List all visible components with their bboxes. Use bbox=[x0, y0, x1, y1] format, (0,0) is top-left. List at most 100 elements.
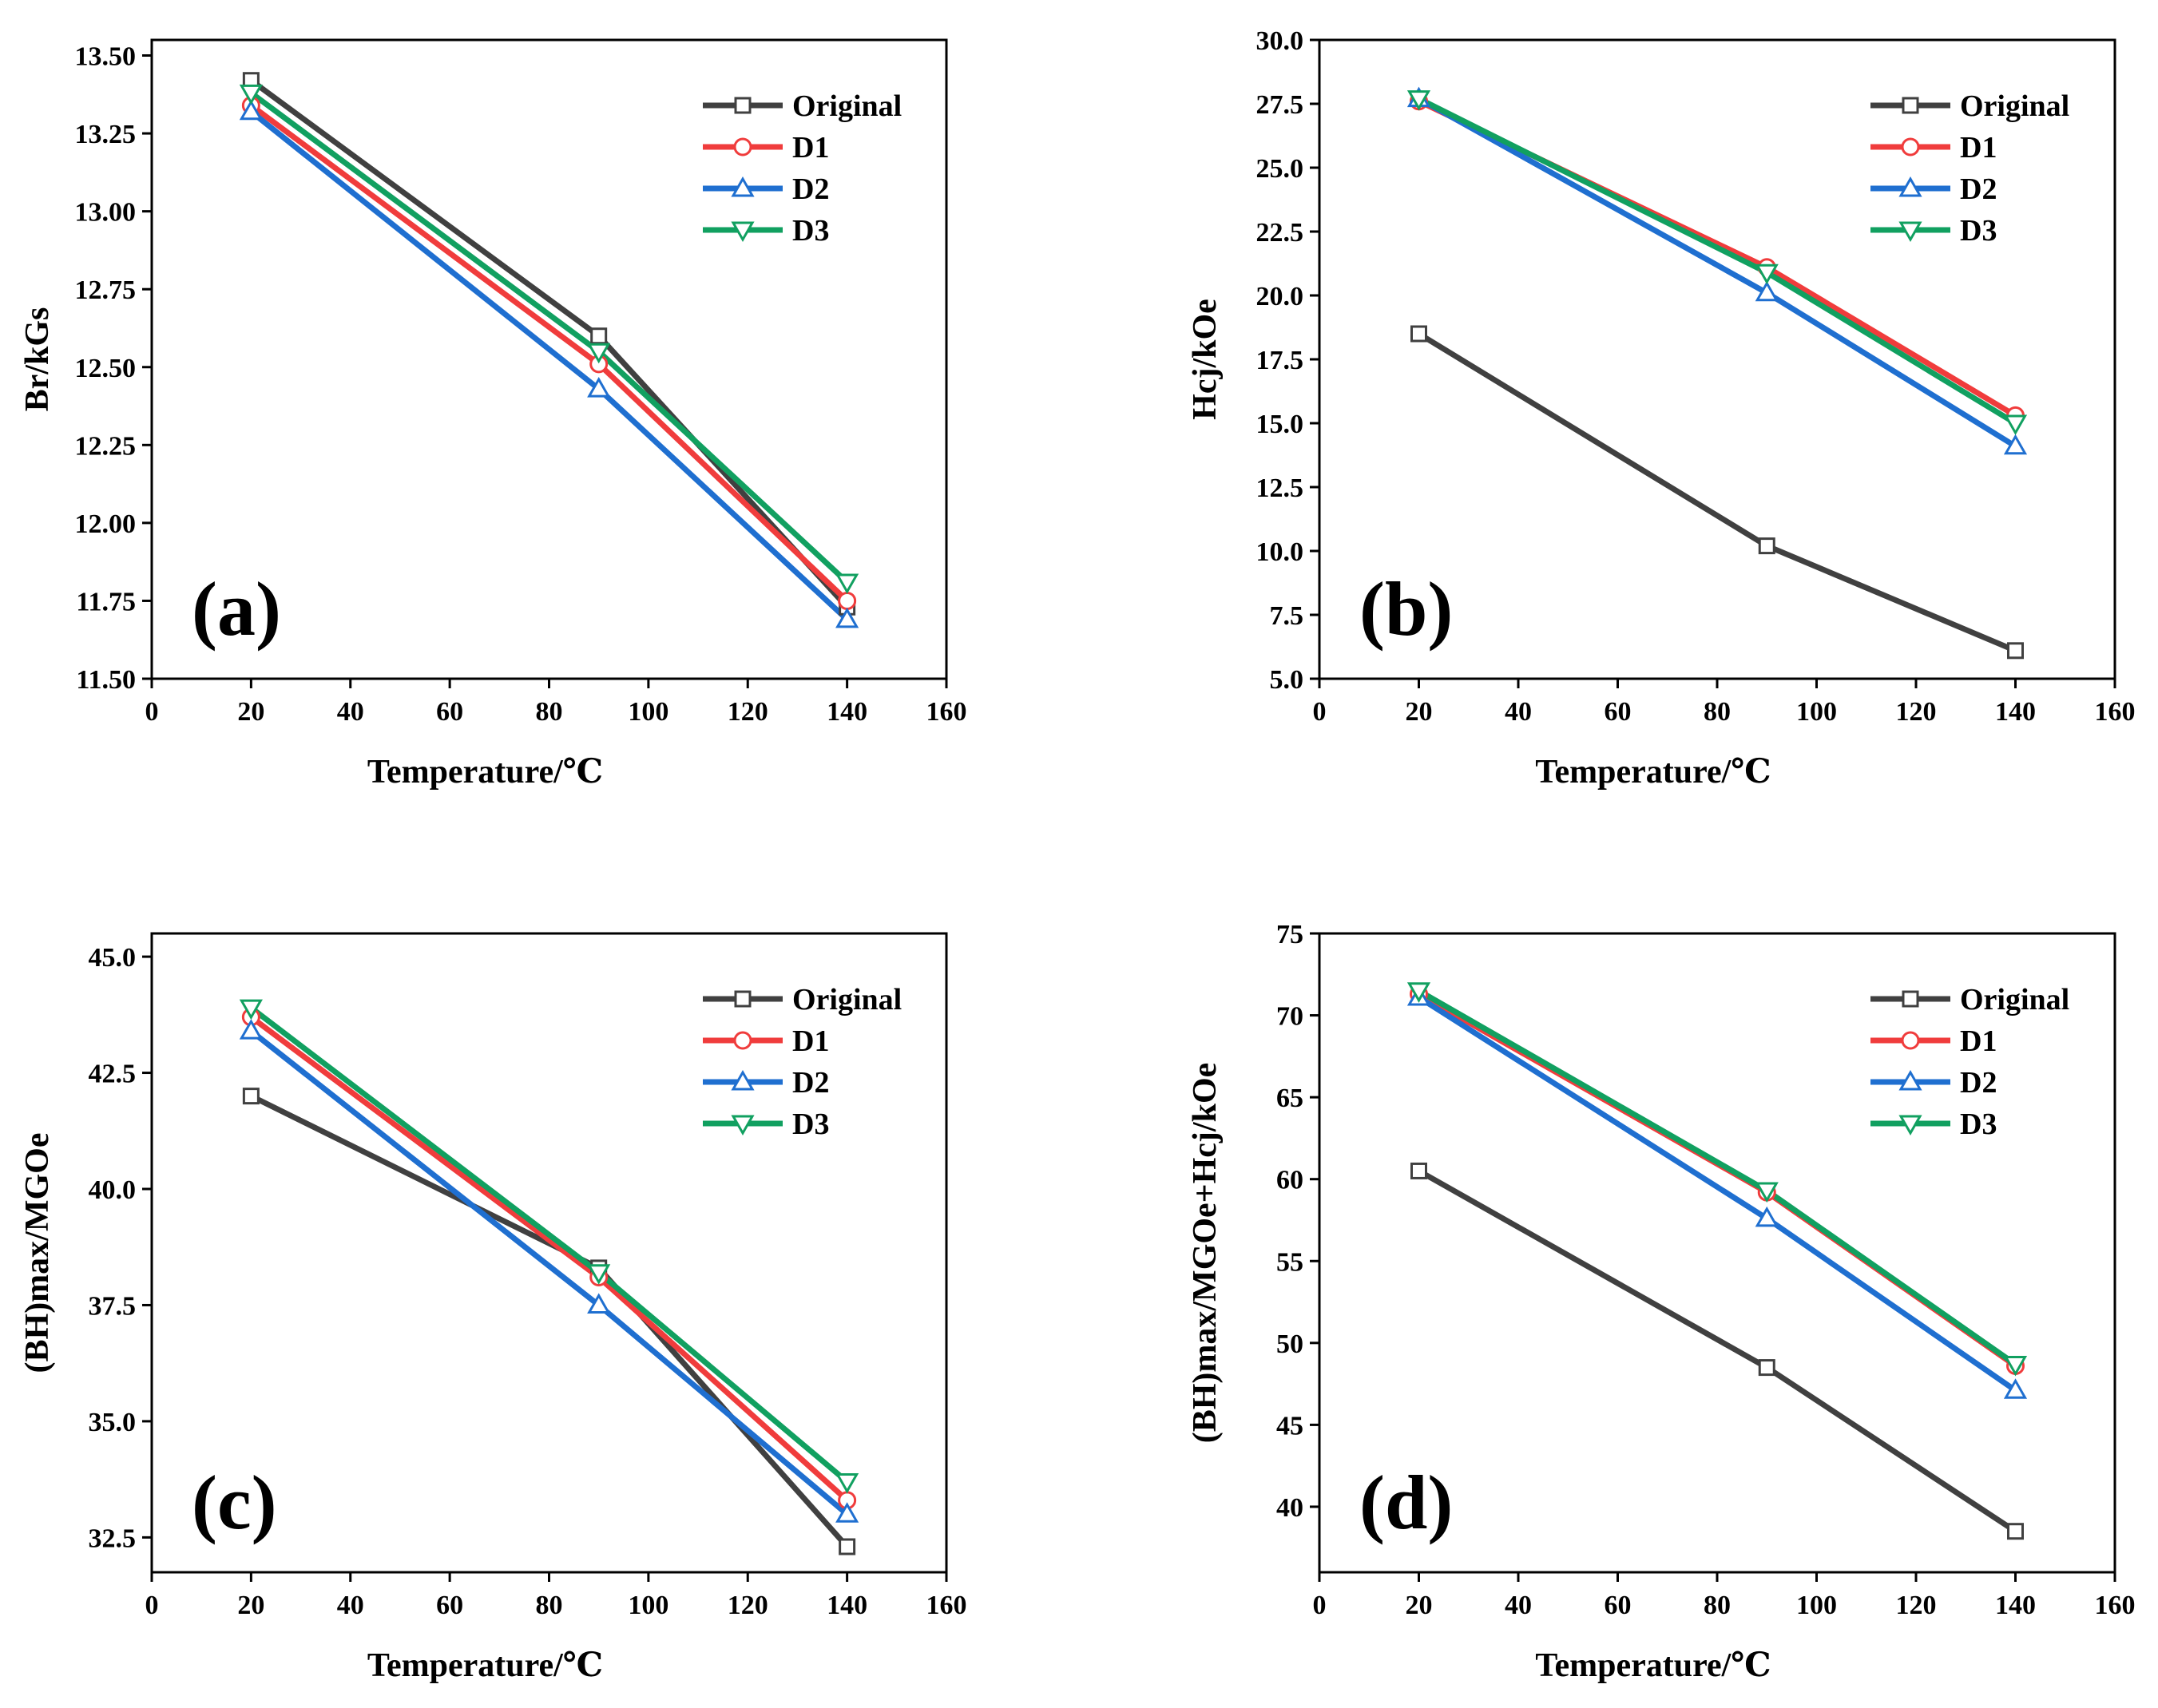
x-tick-label: 20 bbox=[1406, 1591, 1433, 1620]
data-point-d3 bbox=[587, 1264, 611, 1285]
x-tick-label: 40 bbox=[337, 1591, 364, 1620]
x-tick-label: 100 bbox=[628, 1591, 668, 1620]
legend-marker-original bbox=[734, 990, 752, 1008]
data-point-original bbox=[1758, 537, 1775, 555]
y-tick-label: 12.00 bbox=[75, 509, 137, 539]
chart-panel: 0 20 40 60 80 100 120 140 160 32.5 35.0 37.5 40.0 42.… bbox=[19, 932, 967, 1684]
x-tick-label: 120 bbox=[1896, 1591, 1937, 1620]
legend: Original D1 D2 D3 bbox=[703, 983, 902, 1141]
legend-label-original: Original bbox=[1960, 89, 2069, 123]
x-tick-label: 20 bbox=[237, 1591, 264, 1620]
x-tick-label: 80 bbox=[1704, 1591, 1731, 1620]
series-line-d2 bbox=[249, 1028, 849, 1516]
y-axis-title: Hcj/kOe bbox=[1187, 299, 1224, 420]
y-tick-label: 35.0 bbox=[89, 1408, 137, 1437]
series-line-original bbox=[1417, 1168, 2017, 1534]
data-point-d2 bbox=[587, 1293, 611, 1314]
data-point-d2 bbox=[835, 1502, 859, 1523]
y-tick-label: 37.5 bbox=[89, 1291, 137, 1321]
x-tick-label: 0 bbox=[145, 697, 159, 727]
data-point-original bbox=[839, 1538, 856, 1555]
y-tick-label: 13.50 bbox=[75, 42, 137, 72]
series-line-original bbox=[249, 1093, 850, 1549]
panel-label: (b) bbox=[1359, 566, 1453, 652]
legend-marker-d1 bbox=[733, 1031, 752, 1050]
x-tick-label: 100 bbox=[1796, 697, 1837, 727]
y-tick-label: 13.00 bbox=[75, 198, 137, 228]
x-axis-title: Temperature/℃ bbox=[1535, 1647, 1771, 1684]
data-point-original bbox=[590, 327, 608, 345]
chart-panel: 0 20 40 60 80 100 120 140 160 40 45 50 55 60 65 70 75 Tem… bbox=[1187, 920, 2136, 1684]
y-tick-label: 12.75 bbox=[75, 275, 137, 305]
x-tick-label: 140 bbox=[1995, 697, 2036, 727]
data-point-d2 bbox=[1755, 280, 1779, 302]
x-tick-label: 40 bbox=[1505, 1591, 1532, 1620]
data-point-d3 bbox=[239, 999, 263, 1020]
y-tick-label: 40 bbox=[1276, 1493, 1303, 1523]
y-tick-label: 12.50 bbox=[75, 354, 137, 383]
data-point-d2 bbox=[2003, 434, 2028, 455]
legend-label-d1: D1 bbox=[792, 1024, 829, 1058]
data-point-original bbox=[1410, 325, 1427, 343]
legend-marker-d3 bbox=[731, 221, 755, 243]
y-tick-label: 17.5 bbox=[1256, 346, 1304, 375]
legend: Original D1 D2 D3 bbox=[703, 89, 902, 248]
legend: Original D1 D2 D3 bbox=[1870, 983, 2069, 1141]
x-axis-title: Temperature/℃ bbox=[367, 754, 603, 791]
y-tick-label: 13.25 bbox=[75, 120, 137, 149]
y-axis-title: Br/kGs bbox=[19, 307, 56, 412]
y-tick-label: 50 bbox=[1276, 1330, 1303, 1359]
data-point-d3 bbox=[1406, 90, 1431, 111]
series-line-d1 bbox=[249, 1014, 849, 1503]
y-tick-label: 22.5 bbox=[1256, 218, 1304, 248]
y-axis-title: (BH)max/MGOe+Hcj/kOe bbox=[1187, 1063, 1224, 1444]
legend-label-d3: D3 bbox=[1960, 1108, 1997, 1141]
x-tick-label: 60 bbox=[1605, 1591, 1632, 1620]
data-point-original bbox=[2007, 642, 2024, 660]
x-axis-title: Temperature/℃ bbox=[1535, 754, 1771, 791]
legend-marker-original bbox=[1902, 97, 1919, 114]
x-tick-label: 120 bbox=[728, 697, 768, 727]
series-line-d1 bbox=[1417, 991, 2017, 1369]
series-line-original bbox=[1417, 331, 2017, 654]
y-tick-label: 12.25 bbox=[75, 431, 137, 461]
y-tick-label: 5.0 bbox=[1270, 665, 1304, 695]
x-tick-label: 60 bbox=[1605, 697, 1632, 727]
x-tick-label: 40 bbox=[337, 697, 364, 727]
legend-label-d2: D2 bbox=[792, 172, 829, 206]
y-tick-label: 7.5 bbox=[1270, 601, 1304, 631]
legend-marker-d1 bbox=[733, 137, 752, 157]
y-tick-label: 65 bbox=[1276, 1084, 1303, 1113]
x-tick-label: 0 bbox=[1313, 697, 1327, 727]
data-point-original bbox=[2007, 1523, 2024, 1540]
y-tick-label: 70 bbox=[1276, 1002, 1303, 1032]
legend-marker-d2 bbox=[1898, 1069, 1922, 1091]
legend-label-d1: D1 bbox=[1960, 131, 1997, 164]
legend-label-d2: D2 bbox=[792, 1066, 829, 1100]
x-tick-label: 20 bbox=[1406, 697, 1433, 727]
x-tick-label: 80 bbox=[1704, 697, 1731, 727]
x-tick-label: 160 bbox=[926, 697, 967, 727]
y-tick-label: 45 bbox=[1276, 1411, 1303, 1441]
y-tick-label: 75 bbox=[1276, 920, 1303, 949]
data-point-d3 bbox=[835, 1473, 859, 1494]
y-axis-title: (BH)max/MGOe bbox=[19, 1133, 56, 1373]
x-tick-label: 140 bbox=[827, 697, 867, 727]
data-point-d2 bbox=[1755, 1206, 1779, 1227]
panel-label: (d) bbox=[1359, 1460, 1453, 1545]
panel-label: (c) bbox=[192, 1460, 277, 1545]
x-tick-label: 160 bbox=[2095, 697, 2136, 727]
x-tick-label: 0 bbox=[1313, 1591, 1327, 1620]
data-point-d3 bbox=[587, 343, 611, 364]
legend-label-d2: D2 bbox=[1960, 172, 1997, 206]
x-tick-label: 60 bbox=[436, 1591, 463, 1620]
data-point-d3 bbox=[239, 84, 263, 105]
legend-label-d1: D1 bbox=[1960, 1024, 1997, 1058]
legend-marker-d2 bbox=[731, 1069, 755, 1091]
data-point-d3 bbox=[1755, 1182, 1779, 1203]
data-point-d3 bbox=[1406, 982, 1431, 1003]
data-point-d2 bbox=[835, 607, 859, 628]
y-tick-label: 25.0 bbox=[1256, 154, 1304, 184]
chart-panel: 0 20 40 60 80 100 120 140 160 5.0 7.5 10.0 12.5 15.0 1… bbox=[1187, 26, 2136, 791]
